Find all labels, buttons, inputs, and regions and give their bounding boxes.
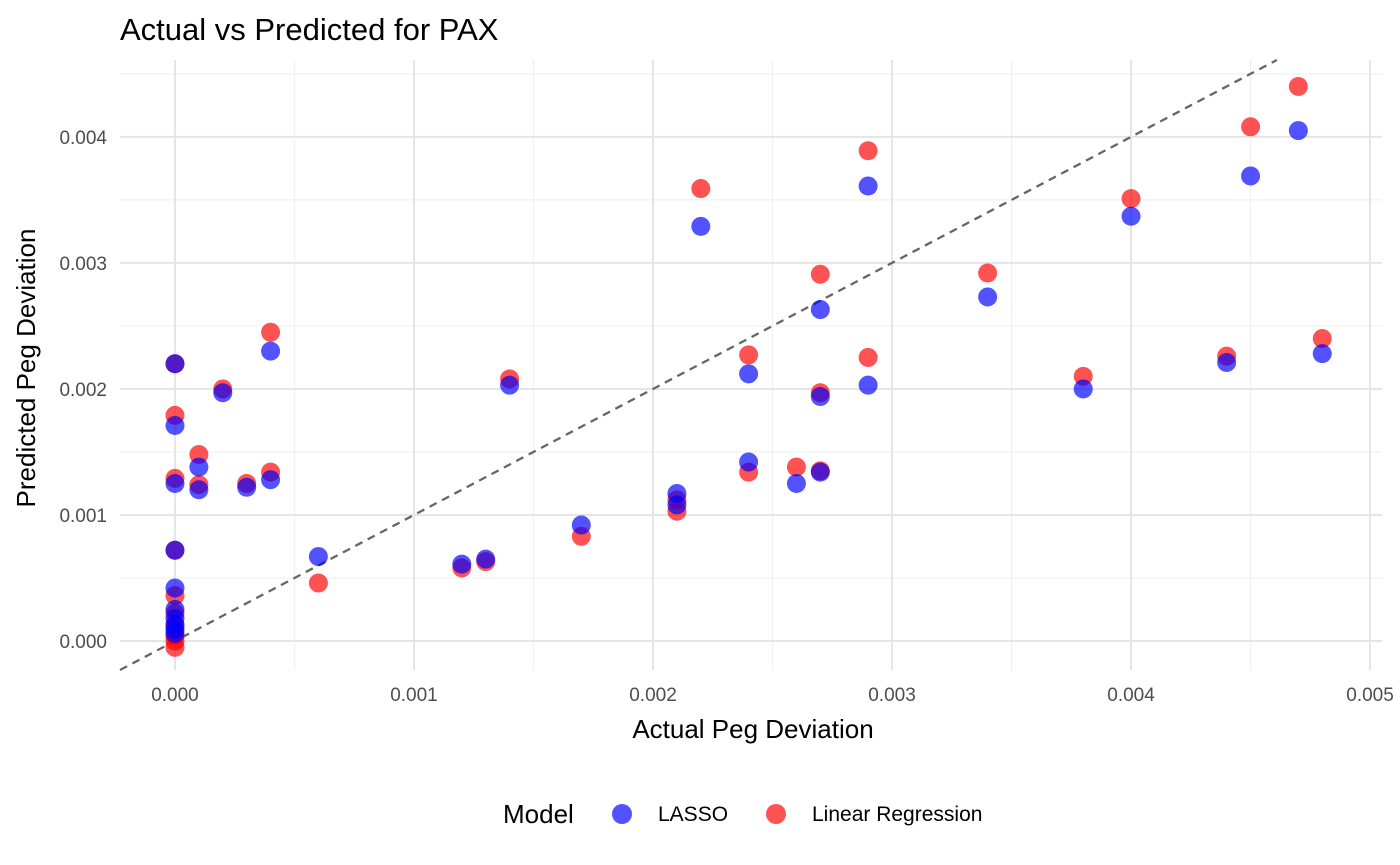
point-lasso (739, 452, 759, 472)
point-lasso (739, 364, 759, 384)
data-points (165, 76, 1332, 657)
point-linear-regression (1288, 76, 1308, 96)
legend-title: Model (503, 799, 574, 829)
point-lasso (476, 549, 496, 569)
point-lasso (165, 540, 185, 560)
point-lasso (571, 515, 591, 535)
grid (120, 60, 1382, 670)
point-lasso (165, 578, 185, 598)
legend: Model LASSO Linear Regression (503, 799, 982, 829)
point-linear-regression (786, 457, 806, 477)
y-tick-label: 0.001 (59, 506, 107, 527)
point-linear-regression (165, 637, 185, 657)
chart-title: Actual vs Predicted for PAX (120, 12, 499, 47)
point-lasso (810, 387, 830, 407)
point-lasso (691, 216, 711, 236)
x-tick-label: 0.004 (1107, 685, 1155, 706)
point-lasso (1288, 121, 1308, 141)
x-tick-label: 0.005 (1346, 685, 1394, 706)
point-linear-regression (691, 179, 711, 199)
point-lasso (189, 457, 209, 477)
point-linear-regression (261, 322, 281, 342)
y-axis-title: Predicted Peg Deviation (11, 229, 41, 508)
point-lasso (165, 354, 185, 374)
legend-key-lasso (612, 804, 632, 824)
point-linear-regression (739, 345, 759, 365)
point-linear-regression (1312, 329, 1332, 349)
point-lasso (1073, 379, 1093, 399)
x-tick-label: 0.000 (151, 685, 199, 706)
point-lasso (810, 462, 830, 482)
point-lasso (165, 623, 185, 643)
point-lasso (189, 480, 209, 500)
y-tick-label: 0.003 (59, 254, 107, 275)
point-linear-regression (978, 263, 998, 283)
y-axis-ticks: 0.000 0.001 0.002 0.003 0.004 (59, 128, 107, 653)
point-lasso (165, 415, 185, 435)
point-linear-regression (1121, 189, 1141, 209)
point-lasso (1121, 206, 1141, 226)
point-lasso (858, 375, 878, 395)
legend-label-linear-regression: Linear Regression (812, 803, 982, 826)
x-axis-ticks: 0.000 0.001 0.002 0.003 0.004 0.005 (151, 685, 1394, 706)
x-axis-title: Actual Peg Deviation (632, 714, 873, 744)
y-tick-label: 0.000 (59, 632, 107, 653)
reference-line (119, 58, 1278, 672)
point-lasso (858, 176, 878, 196)
x-tick-label: 0.003 (868, 685, 916, 706)
point-linear-regression (308, 573, 328, 593)
x-tick-label: 0.002 (629, 685, 677, 706)
point-lasso (452, 554, 472, 574)
point-lasso (1241, 166, 1261, 186)
point-linear-regression (858, 347, 878, 367)
legend-key-linear-regression (766, 804, 786, 824)
point-lasso (667, 495, 687, 515)
point-lasso (213, 383, 233, 403)
point-lasso (237, 477, 257, 497)
point-lasso (978, 287, 998, 307)
point-lasso (786, 473, 806, 493)
point-lasso (261, 470, 281, 490)
point-linear-regression (1241, 117, 1261, 137)
x-tick-label: 0.001 (390, 685, 438, 706)
identity-line (119, 58, 1278, 672)
y-tick-label: 0.004 (59, 128, 107, 149)
point-lasso (1217, 352, 1237, 372)
point-lasso (500, 375, 520, 395)
point-linear-regression (810, 264, 830, 284)
point-lasso (1312, 344, 1332, 364)
point-lasso (810, 300, 830, 320)
point-lasso (261, 341, 281, 361)
y-tick-label: 0.002 (59, 380, 107, 401)
point-lasso (165, 473, 185, 493)
point-lasso (308, 547, 328, 567)
point-linear-regression (858, 141, 878, 161)
legend-label-lasso: LASSO (658, 803, 728, 826)
